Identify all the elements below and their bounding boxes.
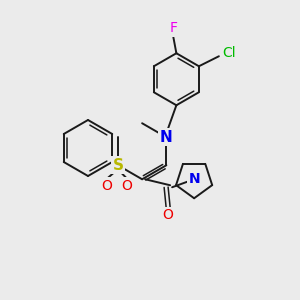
- Text: N: N: [160, 130, 173, 145]
- Text: N: N: [188, 172, 200, 186]
- Text: O: O: [102, 178, 112, 193]
- Text: F: F: [169, 21, 177, 35]
- Text: O: O: [163, 208, 174, 222]
- Text: S: S: [112, 158, 123, 173]
- Text: Cl: Cl: [222, 46, 236, 60]
- Text: O: O: [122, 178, 132, 193]
